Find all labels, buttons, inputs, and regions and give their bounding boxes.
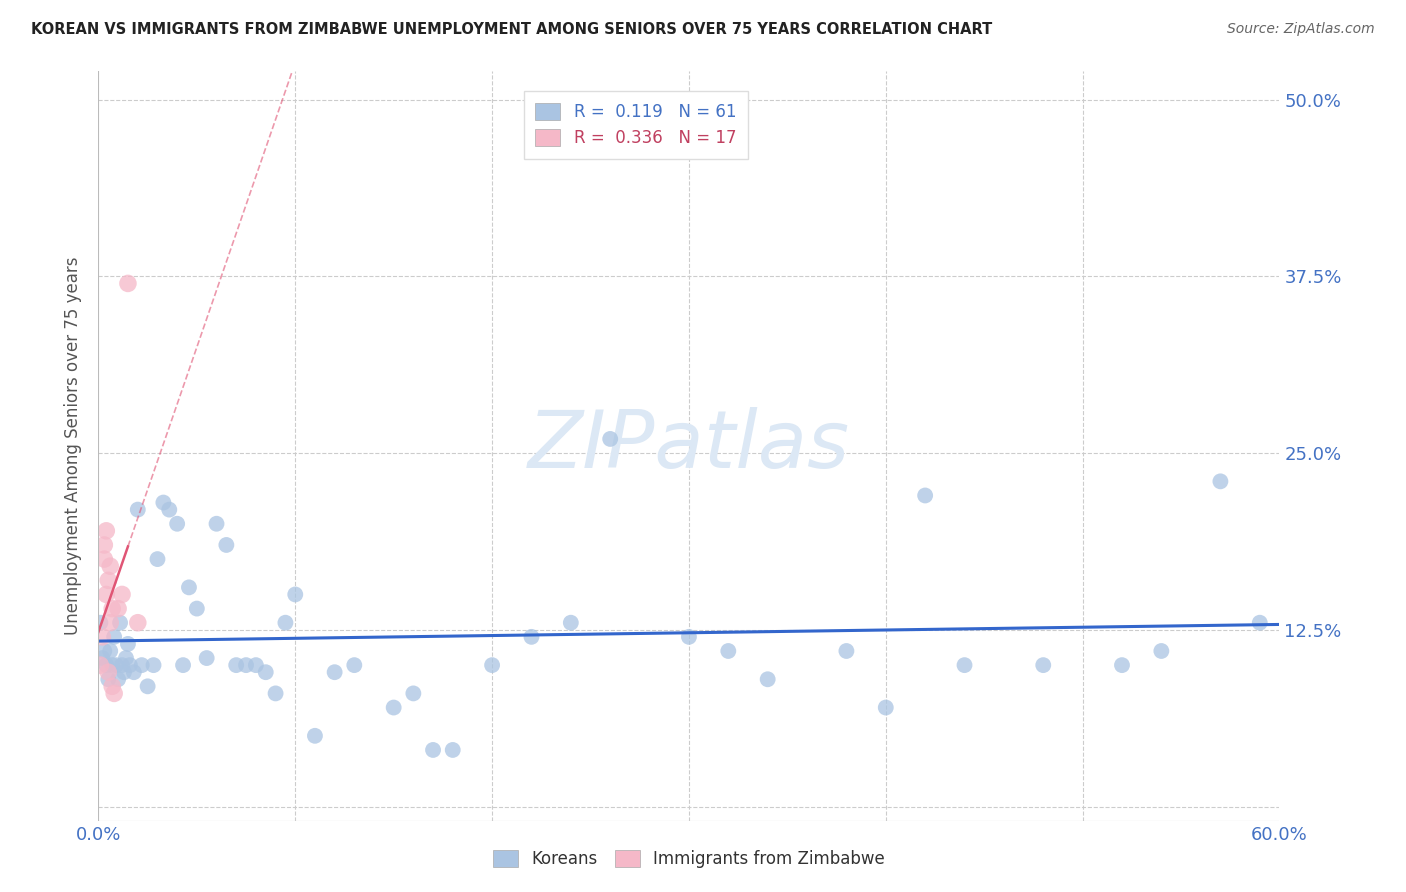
Point xyxy=(108,615,131,630)
Point xyxy=(284,587,307,601)
Point xyxy=(382,700,405,714)
Point xyxy=(264,686,287,700)
Point xyxy=(560,615,582,630)
Point xyxy=(122,665,145,680)
Text: ZIPatlas: ZIPatlas xyxy=(527,407,851,485)
Point xyxy=(111,587,134,601)
Point xyxy=(96,524,118,538)
Point xyxy=(111,658,134,673)
Point xyxy=(343,658,366,673)
Point xyxy=(225,658,247,673)
Point xyxy=(245,658,267,673)
Point xyxy=(105,658,128,673)
Point xyxy=(914,488,936,502)
Point xyxy=(1032,658,1054,673)
Point xyxy=(304,729,326,743)
Point xyxy=(152,495,174,509)
Point xyxy=(89,658,111,673)
Text: Source: ZipAtlas.com: Source: ZipAtlas.com xyxy=(1227,22,1375,37)
Point xyxy=(96,658,118,673)
Point xyxy=(97,665,120,680)
Point xyxy=(177,580,200,594)
Point xyxy=(441,743,464,757)
Point xyxy=(93,552,115,566)
Point xyxy=(1209,475,1232,489)
Point xyxy=(186,601,208,615)
Point xyxy=(101,601,124,615)
Point xyxy=(131,658,153,673)
Point xyxy=(142,658,165,673)
Y-axis label: Unemployment Among Seniors over 75 years: Unemployment Among Seniors over 75 years xyxy=(65,257,83,635)
Point xyxy=(98,644,121,658)
Point xyxy=(146,552,169,566)
Point xyxy=(205,516,228,531)
Point xyxy=(117,637,139,651)
Point xyxy=(274,615,297,630)
Point xyxy=(678,630,700,644)
Point xyxy=(235,658,257,673)
Point xyxy=(97,574,120,588)
Point xyxy=(93,538,115,552)
Point xyxy=(481,658,503,673)
Point xyxy=(93,644,115,658)
Point xyxy=(422,743,444,757)
Point xyxy=(215,538,238,552)
Point xyxy=(91,651,114,665)
Legend: Koreans, Immigrants from Zimbabwe: Koreans, Immigrants from Zimbabwe xyxy=(482,838,896,880)
Point xyxy=(402,686,425,700)
Point xyxy=(103,686,125,700)
Point xyxy=(254,665,277,680)
Point xyxy=(101,658,124,673)
Point xyxy=(835,644,858,658)
Point xyxy=(107,673,129,687)
Point xyxy=(112,665,135,680)
Text: KOREAN VS IMMIGRANTS FROM ZIMBABWE UNEMPLOYMENT AMONG SENIORS OVER 75 YEARS CORR: KOREAN VS IMMIGRANTS FROM ZIMBABWE UNEMP… xyxy=(31,22,993,37)
Point xyxy=(101,679,124,693)
Point xyxy=(97,673,120,687)
Point xyxy=(127,615,149,630)
Point xyxy=(166,516,188,531)
Point xyxy=(756,673,779,687)
Point xyxy=(1111,658,1133,673)
Point xyxy=(96,587,118,601)
Point xyxy=(953,658,976,673)
Point xyxy=(136,679,159,693)
Point xyxy=(118,658,141,673)
Point xyxy=(127,502,149,516)
Point xyxy=(323,665,346,680)
Point xyxy=(1150,644,1173,658)
Point xyxy=(103,630,125,644)
Point xyxy=(117,277,139,291)
Point xyxy=(520,630,543,644)
Point xyxy=(599,432,621,446)
Point xyxy=(98,559,121,574)
Point xyxy=(875,700,897,714)
Point xyxy=(157,502,180,516)
Point xyxy=(107,601,129,615)
Point xyxy=(98,615,121,630)
Point xyxy=(1249,615,1271,630)
Point xyxy=(195,651,218,665)
Point xyxy=(115,651,138,665)
Point xyxy=(89,615,111,630)
Point xyxy=(91,630,114,644)
Point xyxy=(172,658,194,673)
Point xyxy=(717,644,740,658)
